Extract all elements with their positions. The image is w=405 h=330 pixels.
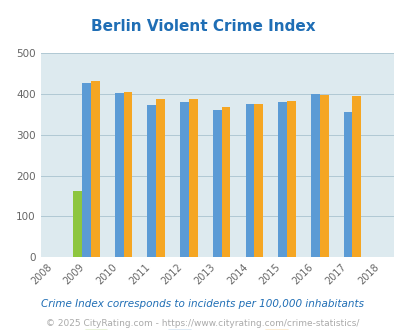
Bar [343, 112, 352, 257]
Bar [286, 101, 295, 257]
Bar [277, 102, 286, 257]
Bar [352, 96, 360, 257]
Bar [212, 110, 221, 257]
Bar [73, 191, 82, 257]
Text: Crime Index corresponds to incidents per 100,000 inhabitants: Crime Index corresponds to incidents per… [41, 299, 364, 309]
Text: Berlin Violent Crime Index: Berlin Violent Crime Index [90, 19, 315, 34]
Bar [82, 83, 91, 257]
Bar [123, 92, 132, 257]
Bar [188, 99, 197, 257]
Bar [310, 94, 319, 257]
Bar [147, 105, 156, 257]
Bar [180, 102, 188, 257]
Bar [114, 93, 123, 257]
Text: © 2025 CityRating.com - https://www.cityrating.com/crime-statistics/: © 2025 CityRating.com - https://www.city… [46, 319, 359, 328]
Bar [156, 99, 165, 257]
Bar [254, 104, 262, 257]
Bar [91, 81, 99, 257]
Legend: Berlin, Georgia, National: Berlin, Georgia, National [79, 325, 354, 330]
Bar [319, 95, 328, 257]
Bar [245, 104, 254, 257]
Bar [221, 107, 230, 257]
